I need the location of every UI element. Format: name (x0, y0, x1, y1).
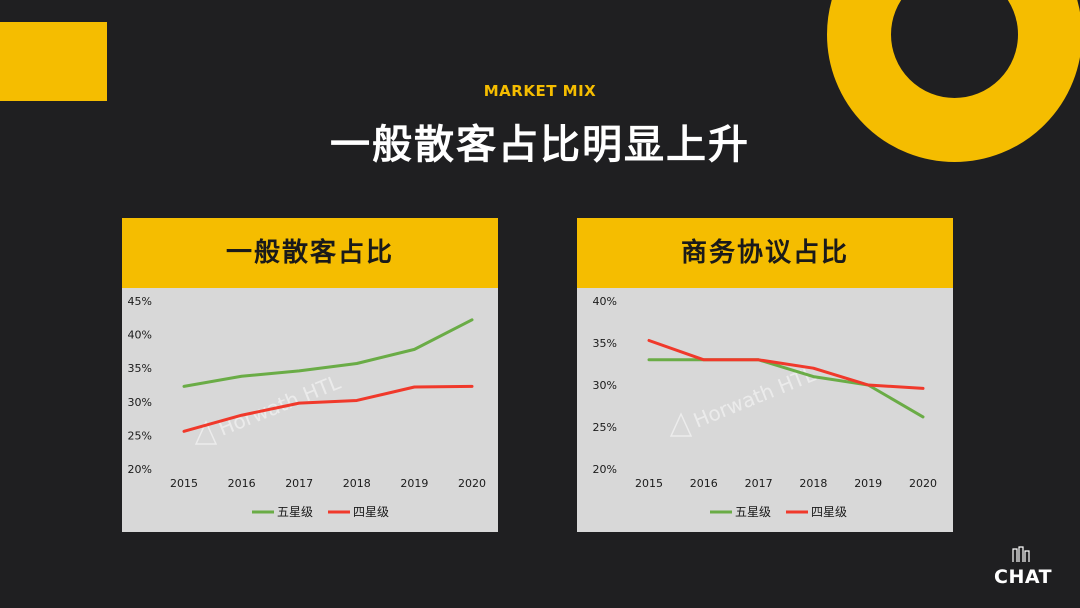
chart-panel-individual: 一般散客占比 Horwath HTL 20% 25% 30% 35% 40% 45% 2015… (122, 218, 498, 532)
series-line-five-star (182, 318, 474, 388)
x-tick-label: 2019 (400, 477, 428, 490)
legend-label: 五星级 (735, 505, 771, 519)
watermark-logo-icon (669, 412, 693, 437)
series-line-five-star (647, 358, 925, 419)
y-tick-label: 35% (128, 362, 152, 375)
y-tick-label: 25% (593, 421, 617, 434)
y-tick-label: 40% (593, 295, 617, 308)
x-tick-label: 2018 (799, 477, 827, 490)
y-tick-label: 25% (128, 429, 152, 442)
y-tick-label: 35% (593, 337, 617, 350)
decorative-yellow-square (0, 22, 107, 101)
chart-panel-corporate: 商务协议占比 Horwath HTL 20% 25% 30% 35% 40% 2015 201… (577, 218, 953, 532)
x-tick-label: 2015 (635, 477, 663, 490)
y-tick-label: 40% (128, 329, 152, 342)
x-tick-label: 2018 (343, 477, 371, 490)
series-line-four-star (182, 384, 474, 433)
line-chart-individual: Horwath HTL 20% 25% 30% 35% 40% 45% 2015 2016 201… (128, 295, 486, 519)
chart-panel-title: 商务协议占比 (577, 218, 953, 288)
chat-logo-icon (1012, 546, 1030, 562)
legend-label: 五星级 (277, 505, 313, 519)
legend-label: 四星级 (353, 505, 389, 519)
y-tick-label: 30% (593, 379, 617, 392)
x-tick-label: 2017 (745, 477, 773, 490)
page-title: 一般散客占比明显上升 (330, 122, 750, 168)
watermark-text: Horwath HTL (215, 370, 345, 441)
legend-label: 四星级 (811, 505, 847, 519)
chat-logo-text: CHAT (994, 566, 1053, 588)
chart-panel-title: 一般散客占比 (122, 218, 498, 288)
x-tick-label: 2019 (854, 477, 882, 490)
x-tick-label: 2017 (285, 477, 313, 490)
y-tick-label: 20% (593, 463, 617, 476)
y-tick-label: 30% (128, 396, 152, 409)
watermark-logo-icon (194, 420, 218, 445)
x-tick-label: 2016 (228, 477, 256, 490)
page-subtitle: MARKET MIX (483, 82, 597, 100)
x-tick-label: 2016 (690, 477, 718, 490)
x-tick-label: 2020 (909, 477, 937, 490)
x-tick-label: 2020 (458, 477, 486, 490)
y-tick-label: 45% (128, 295, 152, 308)
y-tick-label: 20% (128, 463, 152, 476)
series-line-four-star (647, 338, 925, 390)
x-tick-label: 2015 (170, 477, 198, 490)
